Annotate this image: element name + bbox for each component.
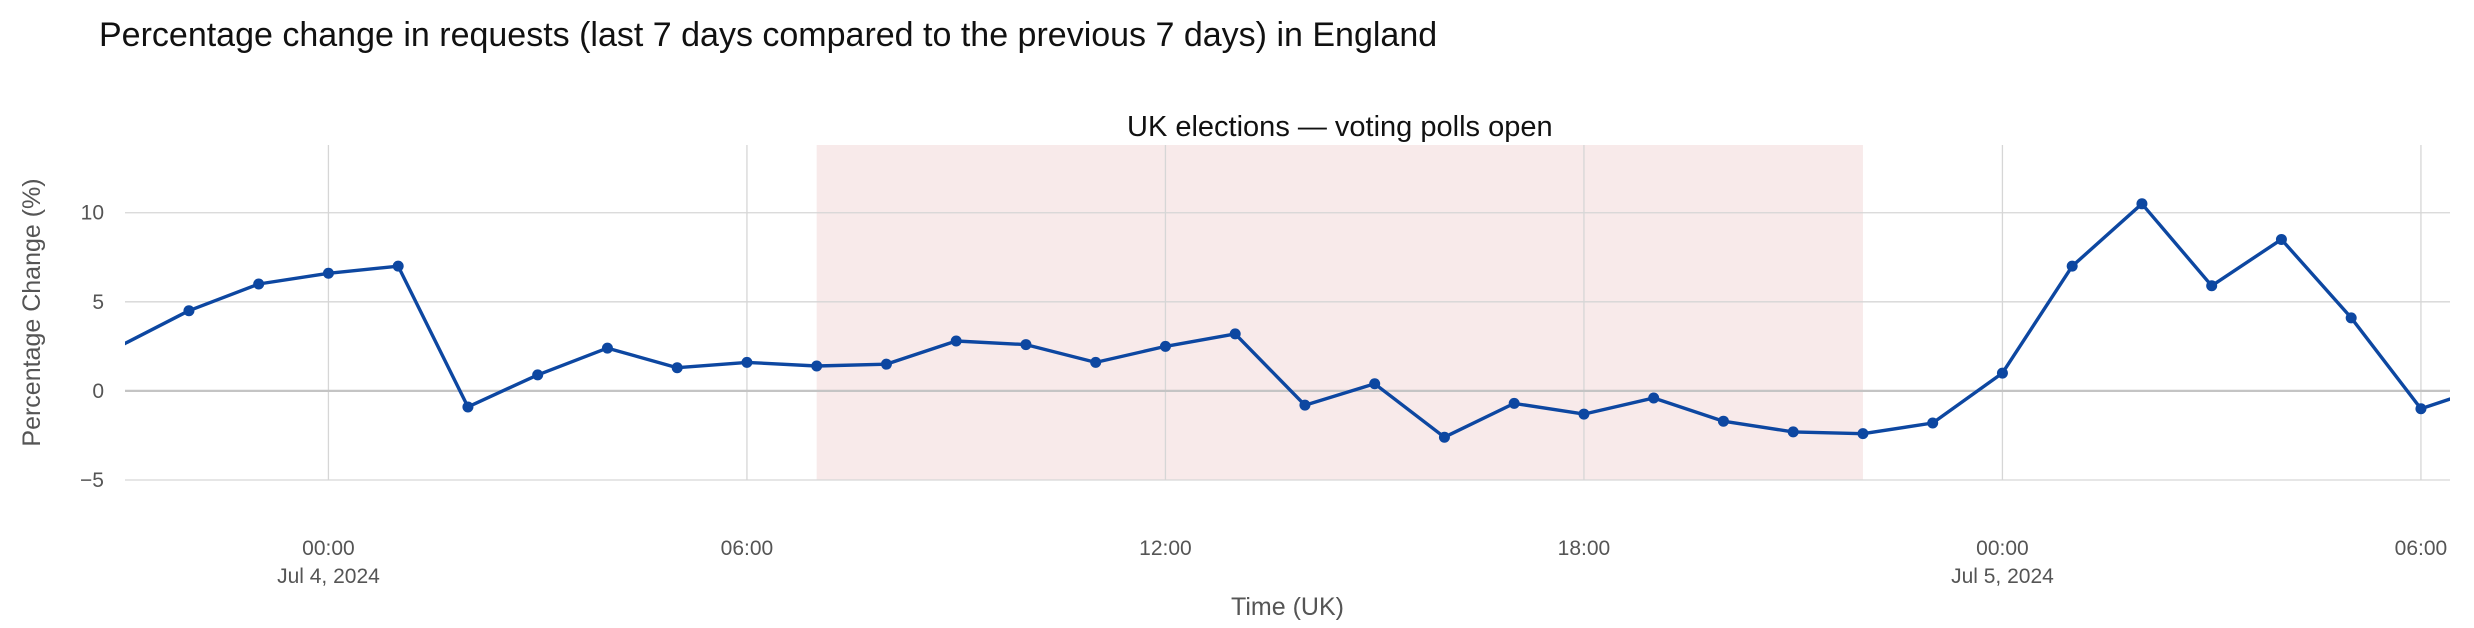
y-tick-label: 5 [92, 291, 104, 314]
x-tick-label: 06:00 [2395, 537, 2448, 560]
data-point [253, 278, 265, 290]
data-point [1369, 378, 1381, 390]
data-point [1857, 428, 1869, 440]
x-axis-title: Time (UK) [1231, 593, 1344, 621]
data-point [2275, 233, 2287, 245]
data-point [1927, 417, 1939, 429]
data-point [1438, 431, 1450, 443]
data-point [322, 267, 334, 279]
annotation-band [816, 145, 1863, 480]
data-point [2345, 312, 2357, 324]
data-point [811, 360, 823, 372]
data-point [880, 358, 892, 370]
data-point [2206, 280, 2218, 292]
data-point [2066, 260, 2078, 272]
y-tick-label: 0 [92, 380, 104, 403]
x-tick-label: 12:00 [1139, 537, 1192, 560]
x-tick-label: 00:00 [1976, 537, 2029, 560]
data-point [532, 369, 544, 381]
x-tick-date-label: Jul 5, 2024 [1951, 565, 2054, 588]
x-tick-label: 18:00 [1558, 537, 1611, 560]
data-point [950, 335, 962, 347]
data-point [2136, 198, 2148, 210]
x-tick-date-label: Jul 4, 2024 [277, 565, 380, 588]
data-point [114, 341, 125, 352]
data-point [183, 305, 195, 317]
data-point [1159, 340, 1171, 352]
x-tick-label: 06:00 [721, 537, 774, 560]
data-point [1508, 397, 1520, 409]
y-axis-title: Percentage Change (%) [18, 178, 46, 446]
y-tick-label: 10 [81, 202, 104, 225]
data-point [1787, 426, 1799, 438]
data-point [671, 362, 683, 374]
data-point [1996, 367, 2008, 379]
data-point [2415, 403, 2427, 415]
data-point [741, 356, 753, 368]
data-point [1090, 356, 1102, 368]
annotation-label: UK elections — voting polls open [1127, 111, 1553, 143]
page-title: Percentage change in requests (last 7 da… [99, 16, 1438, 54]
x-tick-label: 00:00 [302, 537, 355, 560]
y-tick-label: −5 [80, 469, 104, 492]
data-point [1229, 328, 1241, 340]
data-point [462, 401, 474, 413]
data-point [1020, 339, 1032, 351]
data-point [1299, 399, 1311, 411]
data-point [1578, 408, 1590, 420]
data-point [601, 342, 613, 354]
data-point [1648, 392, 1660, 404]
data-point [1717, 415, 1729, 427]
data-point [392, 260, 404, 272]
